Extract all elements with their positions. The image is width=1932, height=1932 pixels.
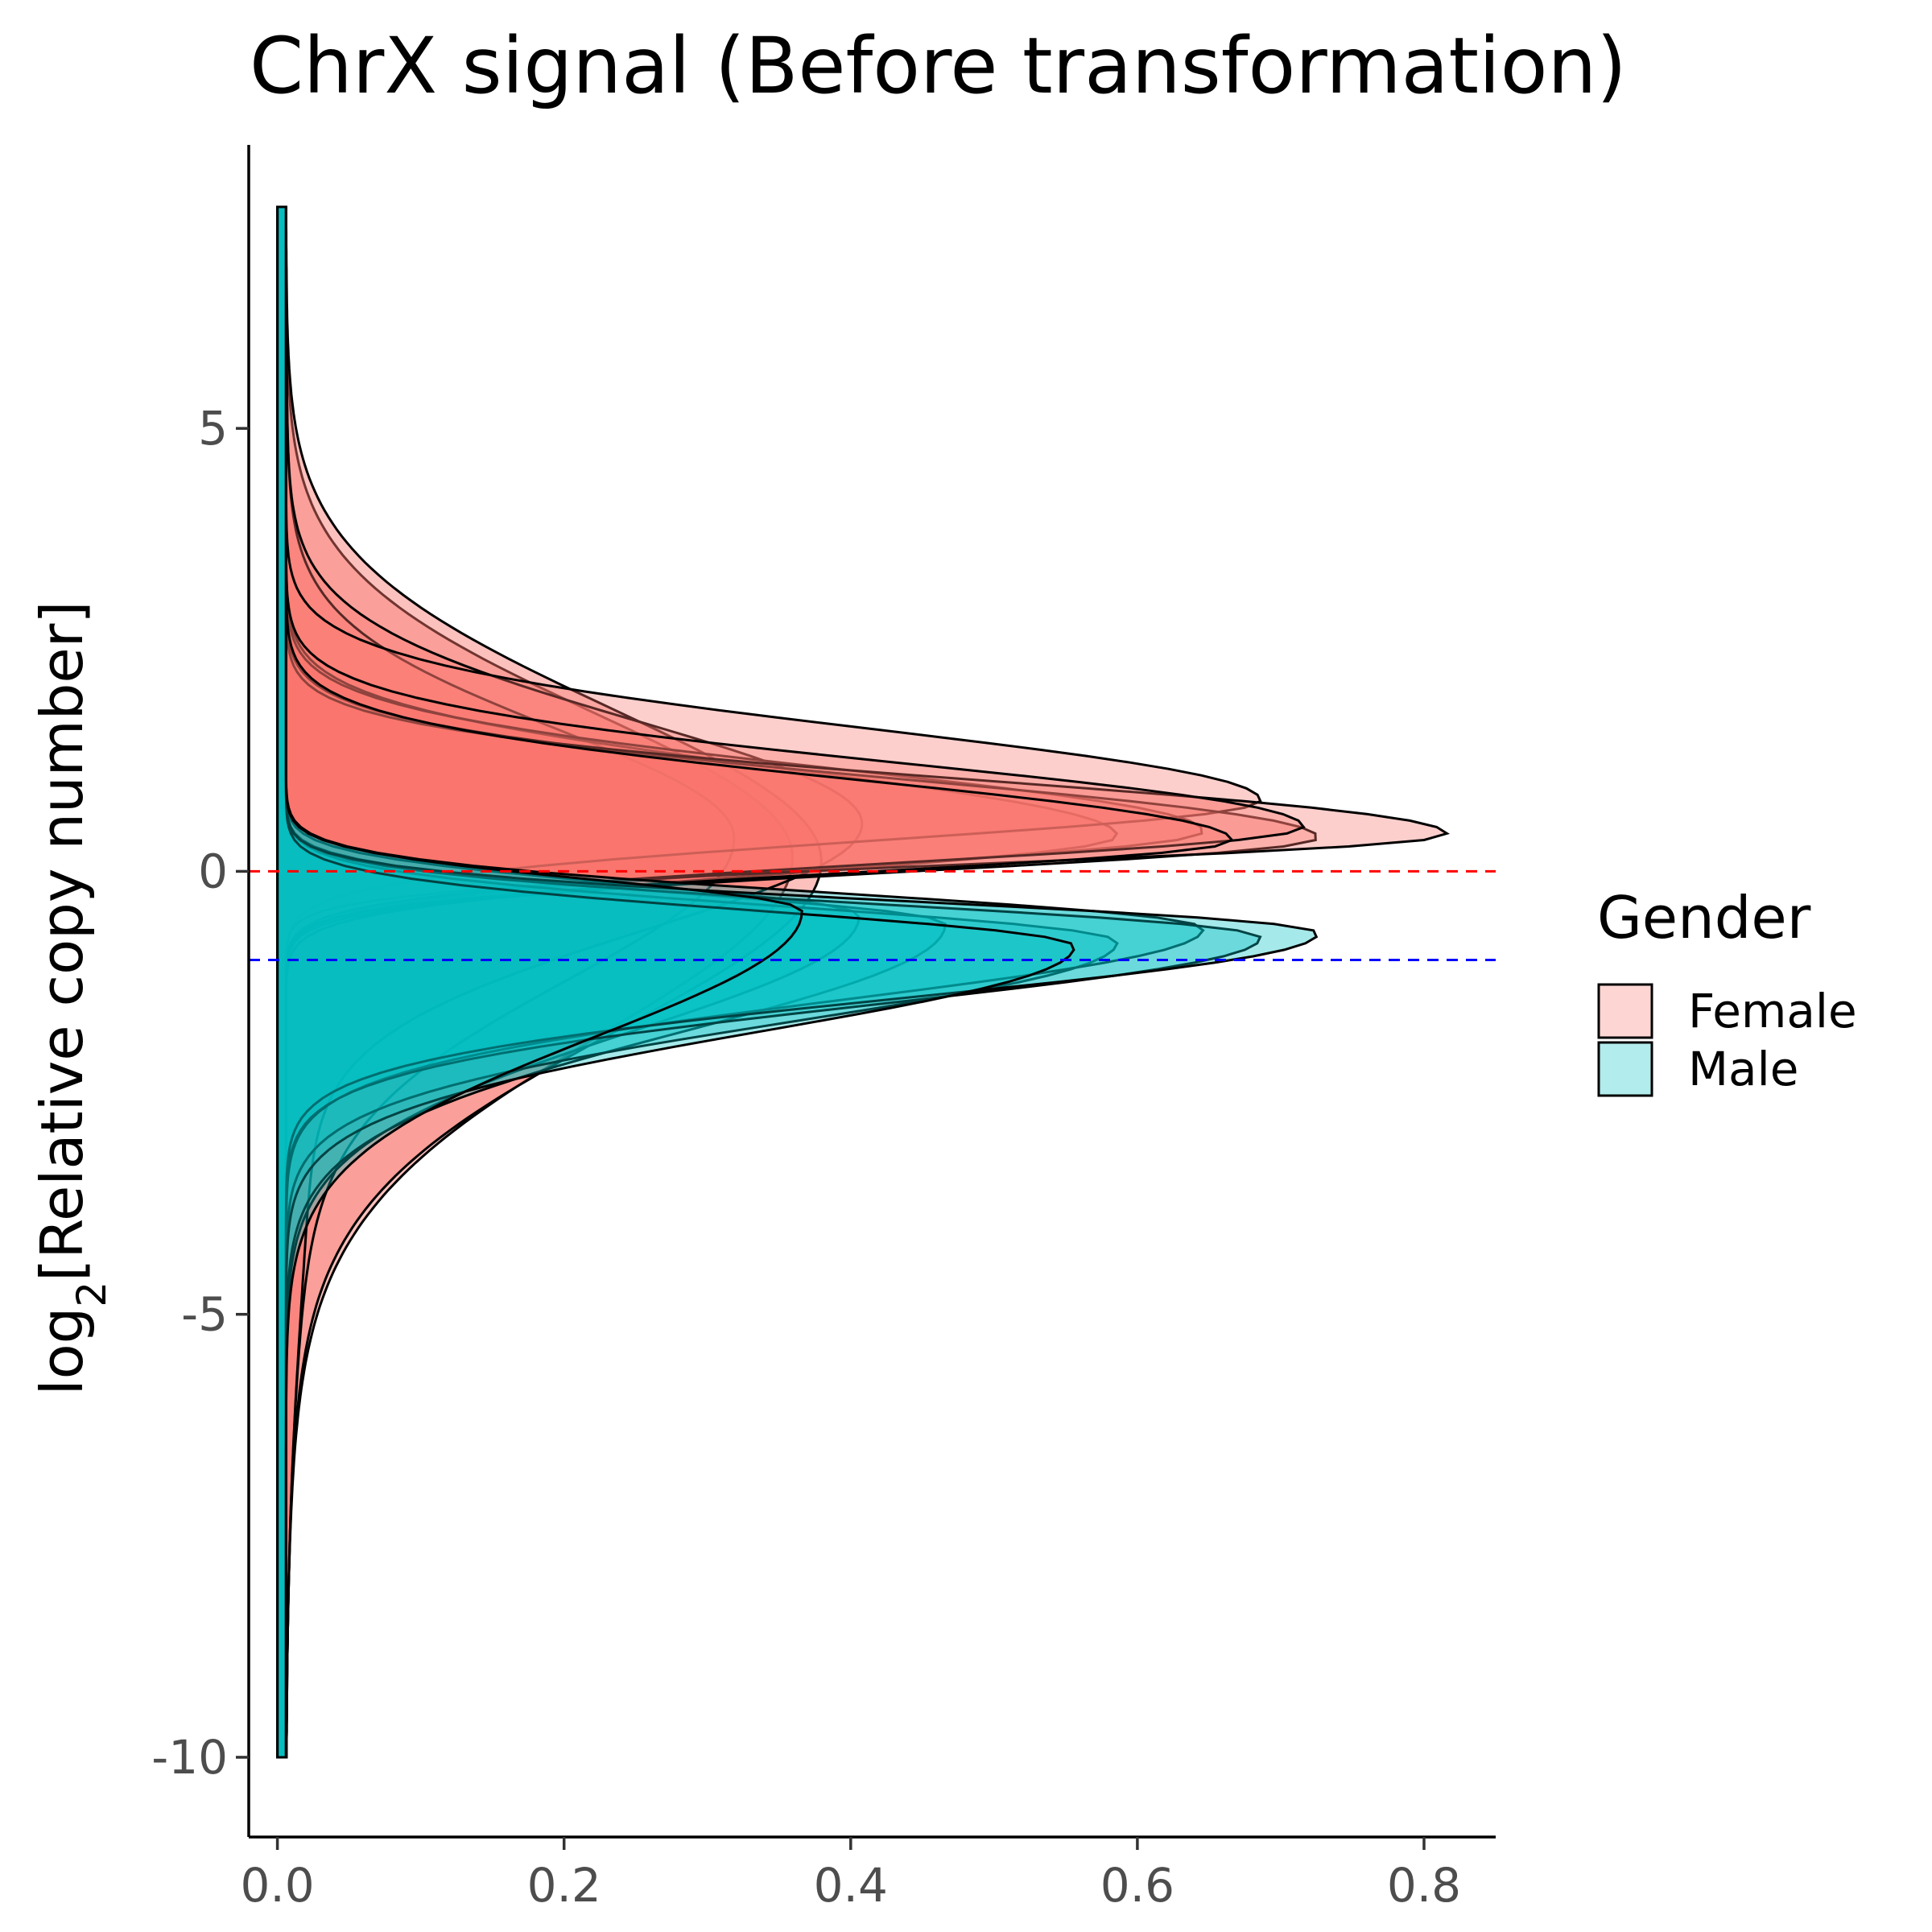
chart-title: ChrX signal (Before transformation) (250, 21, 1627, 111)
y-axis-ticks: 5 0 -5 -10 (151, 401, 249, 1785)
x-tick-label: 0.0 (240, 1858, 314, 1913)
y-tick-label: 0 (198, 844, 228, 898)
y-tick-label: -10 (151, 1730, 228, 1785)
legend-swatch-female (1597, 983, 1653, 1039)
y-tick-label: 5 (198, 401, 228, 456)
legend: Gender Female Male (1597, 884, 1857, 1097)
y-axis-title: log2[Relative copy number] (28, 601, 115, 1396)
legend-label-female: Female (1688, 984, 1857, 1038)
x-axis-ticks: 0.0 0.2 0.4 0.6 0.8 (240, 1837, 1461, 1913)
x-tick-label: 0.8 (1387, 1858, 1461, 1913)
density-curve-female (276, 205, 864, 1759)
legend-swatch-male (1597, 1041, 1653, 1097)
legend-label-male: Male (1688, 1042, 1798, 1096)
x-tick-label: 0.6 (1100, 1858, 1174, 1913)
reference-lines (249, 869, 1496, 961)
x-tick-label: 0.2 (527, 1858, 601, 1913)
legend-title: Gender (1597, 884, 1811, 952)
y-tick-label: -5 (181, 1287, 228, 1342)
density-curve-male (276, 205, 803, 1759)
density-curves (276, 205, 1451, 1759)
x-tick-label: 0.4 (814, 1858, 888, 1913)
